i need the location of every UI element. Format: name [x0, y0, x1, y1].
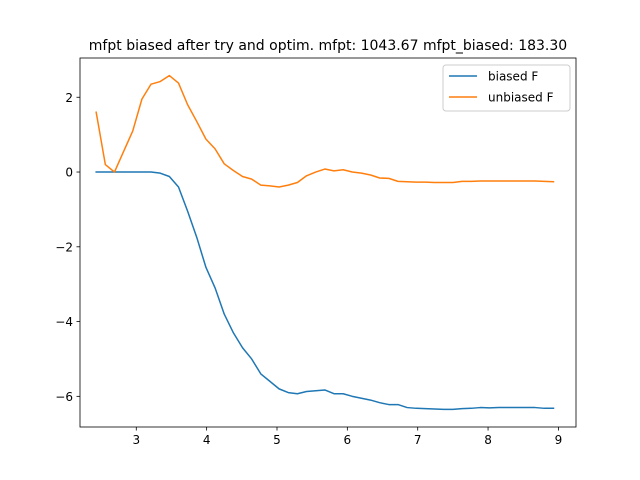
x-tick-label: 5 [273, 433, 281, 447]
series-line-biased-f [95, 171, 555, 411]
y-tick-label: 2 [65, 91, 73, 105]
x-tick-label: 7 [414, 433, 422, 447]
x-tick-label: 4 [203, 433, 211, 447]
y-tick-label: −4 [55, 315, 73, 329]
x-tick-label: 9 [555, 433, 563, 447]
y-tick-label: 0 [65, 166, 73, 180]
y-tick-label: −6 [55, 390, 73, 404]
x-tick-label: 8 [484, 433, 492, 447]
chart-title: mfpt biased after try and optim. mfpt: 1… [89, 38, 567, 54]
y-tick-label: −2 [55, 240, 73, 254]
axes-frame [79, 57, 577, 428]
legend-label: biased F [488, 70, 538, 84]
x-tick-label: 3 [132, 433, 140, 447]
plot-area: 3 4 5 6 7 8 9 −6 −4 −2 0 2 biased F unbiased F [55, 57, 577, 447]
legend-label: unbiased F [488, 91, 554, 105]
series-line-unbiased-f [95, 74, 555, 188]
x-tick-label: 6 [344, 433, 352, 447]
